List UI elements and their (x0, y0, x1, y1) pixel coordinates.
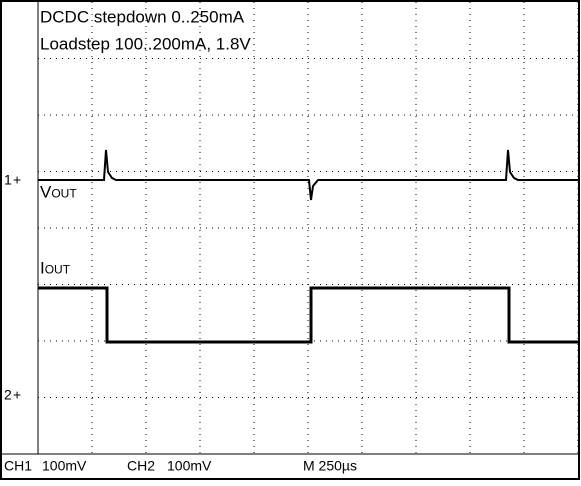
status-text: 100mV (167, 458, 212, 474)
channel-marker: 1 (4, 172, 12, 188)
status-text: M 250µs (303, 458, 357, 474)
status-text: 100mV (42, 458, 87, 474)
subtitle: Loadstep 100..200mA, 1.8V (40, 34, 251, 53)
marker-arrow: + (13, 387, 21, 403)
trace-label: Iout (40, 258, 71, 277)
iout-trace (38, 286, 578, 344)
status-text: CH1 (4, 458, 32, 474)
title: DCDC stepdown 0..250mA (40, 7, 245, 26)
marker-arrow: + (13, 172, 21, 188)
vout-trace (38, 149, 578, 201)
trace-label: Vout (40, 182, 77, 201)
channel-marker: 2 (4, 387, 12, 403)
status-text: CH2 (127, 458, 155, 474)
